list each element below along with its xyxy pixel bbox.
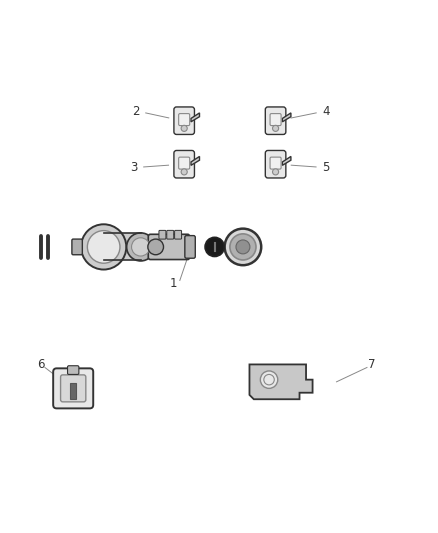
Circle shape	[181, 125, 187, 132]
FancyBboxPatch shape	[175, 230, 182, 239]
Text: 2: 2	[133, 106, 140, 118]
FancyBboxPatch shape	[185, 236, 195, 258]
FancyBboxPatch shape	[179, 114, 190, 126]
FancyBboxPatch shape	[159, 230, 166, 239]
Text: 7: 7	[367, 358, 375, 371]
FancyBboxPatch shape	[265, 150, 286, 178]
Polygon shape	[283, 113, 291, 122]
Text: 5: 5	[322, 161, 329, 174]
FancyBboxPatch shape	[270, 157, 281, 169]
FancyBboxPatch shape	[53, 368, 93, 408]
Text: 3: 3	[131, 161, 138, 174]
FancyBboxPatch shape	[270, 114, 281, 126]
Bar	[104, 233, 141, 261]
Circle shape	[225, 229, 261, 265]
Polygon shape	[191, 156, 199, 165]
FancyBboxPatch shape	[148, 235, 190, 260]
FancyBboxPatch shape	[179, 157, 190, 169]
FancyBboxPatch shape	[67, 366, 79, 375]
Circle shape	[272, 169, 279, 175]
Circle shape	[181, 169, 187, 175]
FancyBboxPatch shape	[174, 107, 194, 134]
Circle shape	[148, 239, 163, 255]
Text: 6: 6	[37, 358, 44, 371]
Text: 1: 1	[170, 277, 177, 290]
Bar	[70, 383, 76, 399]
Circle shape	[260, 371, 278, 389]
Circle shape	[205, 237, 224, 256]
FancyBboxPatch shape	[167, 230, 174, 239]
Polygon shape	[191, 113, 199, 122]
Circle shape	[81, 224, 126, 270]
Polygon shape	[250, 365, 313, 399]
Circle shape	[264, 375, 274, 385]
Circle shape	[236, 240, 250, 254]
Circle shape	[230, 234, 256, 260]
Polygon shape	[283, 156, 291, 165]
FancyBboxPatch shape	[174, 150, 194, 178]
Circle shape	[127, 233, 155, 261]
FancyBboxPatch shape	[72, 239, 82, 255]
Circle shape	[272, 125, 279, 132]
Circle shape	[87, 231, 120, 263]
Circle shape	[131, 238, 150, 256]
FancyBboxPatch shape	[60, 375, 86, 402]
FancyBboxPatch shape	[265, 107, 286, 134]
Text: 4: 4	[322, 106, 329, 118]
